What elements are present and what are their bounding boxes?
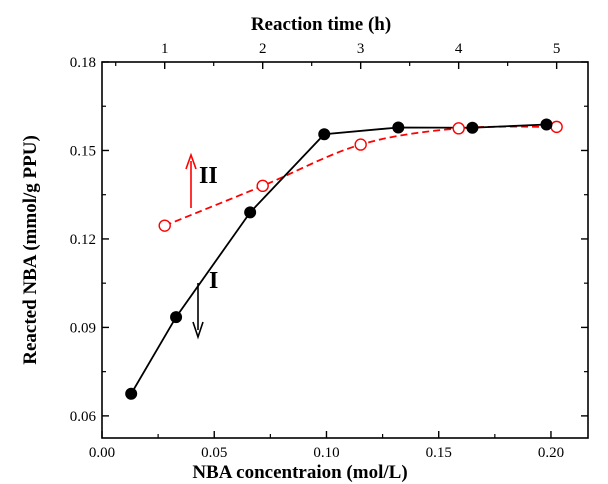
x2-tick-label-1: 2: [259, 41, 267, 57]
x2-tick-label-0: 1: [161, 41, 169, 57]
y-tick-label-2: 0.12: [70, 232, 96, 248]
y-axis-label: Reacted NBA (mmol/g PPU): [20, 135, 41, 365]
series-II-point-4: [550, 120, 563, 134]
series-I-point-0: [125, 387, 138, 400]
y-tick-label-1: 0.09: [70, 320, 96, 336]
series-layer: [125, 118, 563, 400]
y-tick-label-3: 0.15: [70, 143, 96, 159]
series-II-point-1: [256, 179, 269, 193]
series-II-point-3: [452, 122, 465, 135]
x-tick-label-0: 0.00: [89, 445, 115, 461]
ticks: 0.00 0.05 0.10 0.15 0.20 1 2 3 4 5 0.06 0.09 0.12 0.1…: [70, 41, 588, 461]
annotation-I-label: I: [209, 268, 218, 294]
series-I-point-6: [540, 118, 553, 131]
series-I-point-5: [466, 121, 479, 134]
arrow-II-head: [185, 152, 197, 170]
annotations: III: [185, 152, 218, 340]
x-axis-label: NBA concentraion (mol/L): [192, 462, 407, 483]
x2-tick-label-3: 4: [455, 41, 463, 57]
x-tick-label-1: 0.05: [201, 445, 227, 461]
x2-tick-label-4: 5: [553, 41, 561, 57]
series-I-line: [130, 123, 547, 395]
arrow-I-head: [192, 321, 204, 340]
series-I-point-2: [244, 206, 257, 219]
x-tick-label-4: 0.20: [538, 445, 564, 461]
y-tick-label-4: 0.18: [70, 55, 96, 71]
series-I-point-3: [318, 128, 331, 141]
series-I-point-1: [170, 311, 183, 324]
series-I-point-4: [392, 121, 405, 134]
x-tick-label-3: 0.15: [426, 445, 452, 461]
x2-tick-label-2: 3: [357, 41, 365, 57]
x-tick-label-2: 0.10: [313, 445, 339, 461]
annotation-II-label: II: [199, 163, 218, 189]
plot-frame: [101, 61, 589, 439]
series-II-point-0: [158, 219, 171, 232]
x2-axis-label: Reaction time (h): [251, 14, 391, 35]
series-II-point-2: [354, 138, 367, 151]
y-tick-label-0: 0.06: [70, 409, 97, 425]
